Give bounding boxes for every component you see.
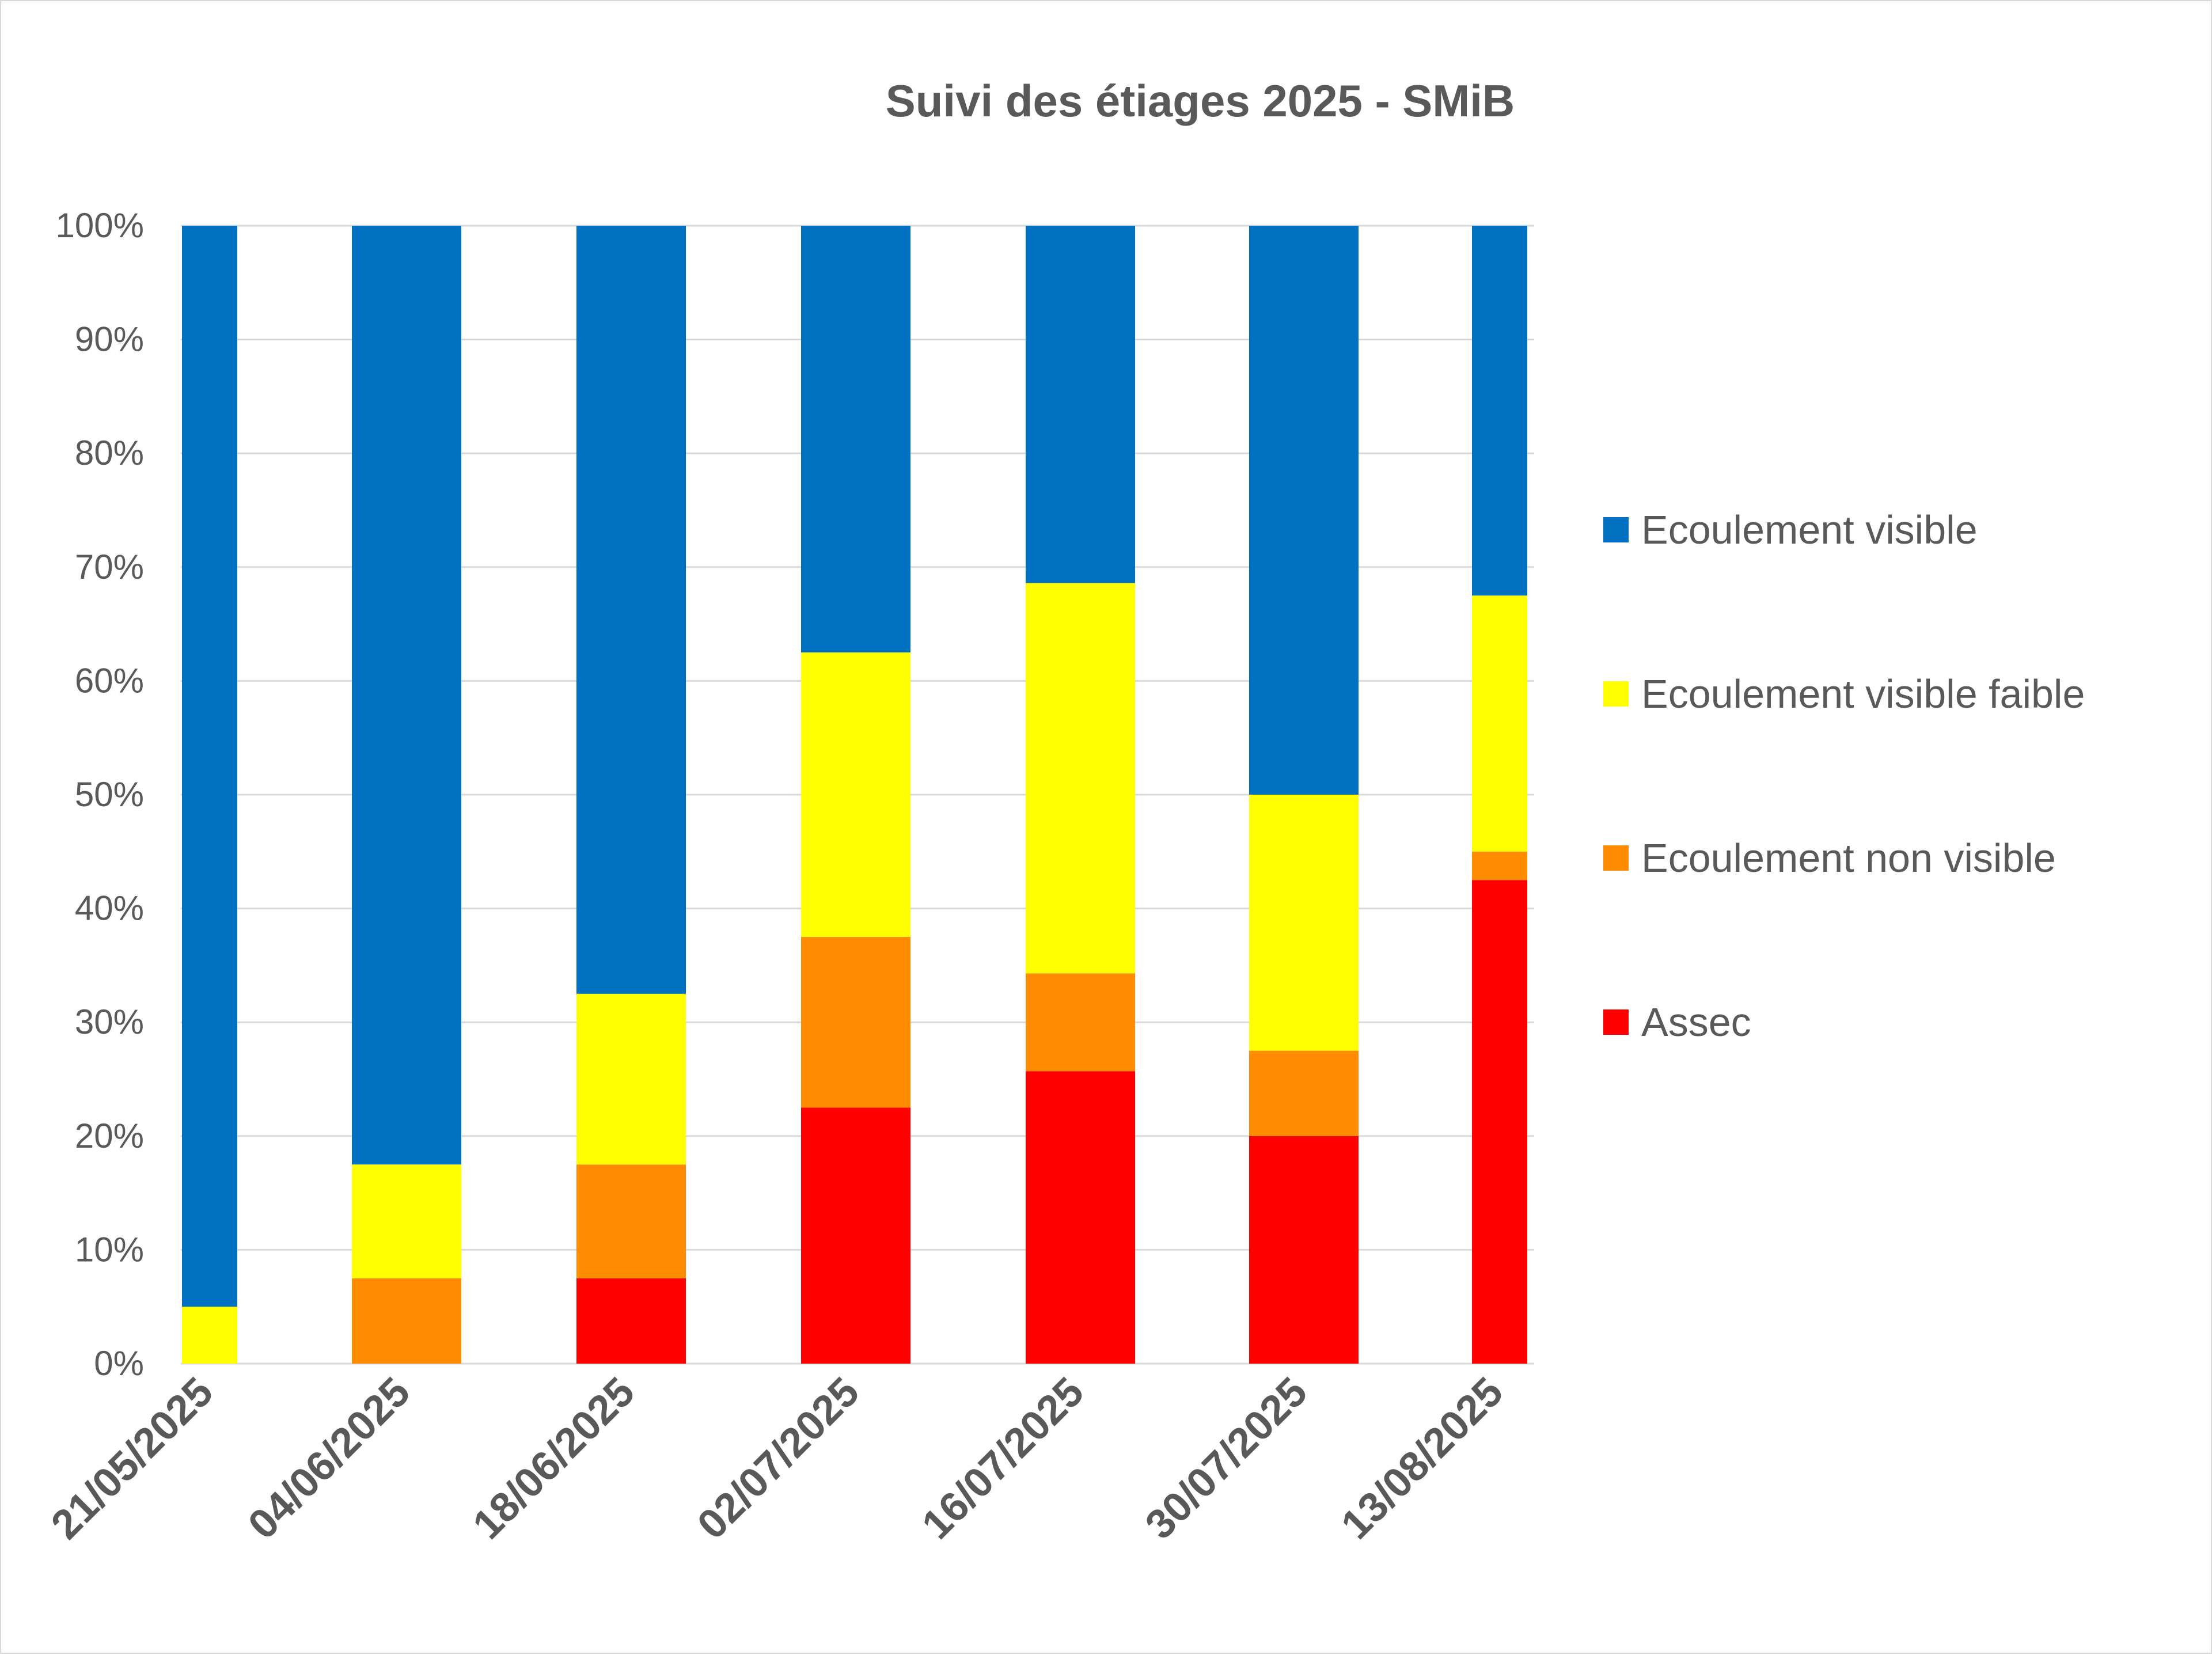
legend-label: Ecoulement visible	[1641, 507, 1978, 552]
y-tick-label: 70%	[75, 548, 144, 586]
y-axis-ticks: 0% 10% 20% 30% 40% 50% 60% 70% 80% 90% 100%	[56, 206, 144, 1383]
y-tick-label: 50%	[75, 775, 144, 814]
legend: Ecoulement visible Ecoulement visible fai…	[1603, 507, 2085, 1045]
y-tick-label: 40%	[75, 889, 144, 928]
bar-segment	[352, 1164, 461, 1278]
bar-segment	[182, 1307, 237, 1364]
bar-segment	[1249, 795, 1359, 1051]
y-tick-label: 100%	[56, 206, 144, 245]
x-tick-label: 13/08/2025	[1333, 1369, 1512, 1548]
legend-swatch	[1603, 845, 1629, 871]
bar-segment	[1472, 226, 1527, 596]
bar-segment	[1026, 583, 1135, 974]
bar-segment	[1026, 1071, 1135, 1364]
y-tick-label: 20%	[75, 1117, 144, 1155]
bar-segment	[801, 652, 910, 937]
y-tick-label: 0%	[94, 1344, 144, 1383]
legend-label: Ecoulement visible faible	[1641, 671, 2085, 716]
bar-segment	[1026, 973, 1135, 1072]
x-tick-label: 04/06/2025	[240, 1369, 419, 1548]
bar-segment	[1472, 851, 1527, 880]
chart-title: Suivi des étiages 2025 - SMiB	[886, 75, 1515, 126]
bar-segment	[1472, 595, 1527, 852]
bar-segment	[576, 1278, 686, 1364]
bar-segment	[576, 993, 686, 1165]
bar-segment	[1249, 1136, 1359, 1364]
bar-segment	[352, 1278, 461, 1364]
bar-segment	[576, 226, 686, 994]
y-tick-label: 60%	[75, 661, 144, 700]
bar-segment	[576, 1164, 686, 1278]
bar-segment	[801, 937, 910, 1108]
bar-segment	[1249, 226, 1359, 795]
x-tick-label: 18/06/2025	[464, 1369, 643, 1548]
legend-swatch	[1603, 1009, 1629, 1035]
x-tick-label: 30/07/2025	[1137, 1369, 1316, 1548]
legend-swatch	[1603, 681, 1629, 707]
bar-segment	[352, 226, 461, 1165]
bar-segment	[1026, 226, 1135, 583]
x-tick-label: 21/05/2025	[43, 1369, 222, 1548]
bar-segment	[1249, 1050, 1359, 1136]
x-tick-label: 16/07/2025	[913, 1369, 1092, 1548]
y-tick-label: 10%	[75, 1230, 144, 1269]
legend-label: Ecoulement non visible	[1641, 836, 2056, 880]
bar-segment	[801, 1107, 910, 1364]
y-tick-label: 30%	[75, 1003, 144, 1041]
legend-swatch	[1603, 517, 1629, 542]
x-axis-ticks: 21/05/2025 04/06/2025 18/06/2025 02/07/2025…	[43, 1369, 1512, 1548]
bar-segment	[1472, 880, 1527, 1364]
y-tick-label: 90%	[75, 320, 144, 359]
legend-label: Assec	[1641, 1000, 1751, 1045]
bar-segment	[801, 226, 910, 652]
x-tick-label: 02/07/2025	[689, 1369, 868, 1548]
y-tick-label: 80%	[75, 434, 144, 472]
bar-segment	[182, 226, 237, 1307]
bars	[182, 226, 1527, 1364]
